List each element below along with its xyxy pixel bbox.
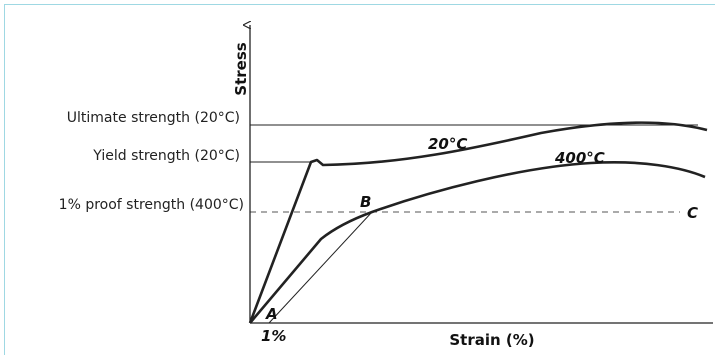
proof-strength-label: 1% proof strength (400°C) [59, 197, 244, 213]
point-a-label: A [265, 305, 278, 323]
x-axis-title: Strain (%) [449, 331, 534, 349]
diagram-canvas: Stress Strain (%) Ultimate strength (20°… [5, 5, 716, 356]
point-b-label: B [360, 193, 371, 211]
offset-1-percent-label: 1% [261, 327, 286, 345]
curve-20c-label: 20°C [428, 135, 467, 153]
curve-400c-label: 400°C [554, 149, 605, 167]
curve-400c [249, 161, 706, 324]
y-axis-title: Stress [232, 42, 250, 95]
yield-strength-label: Yield strength (20°C) [92, 148, 240, 164]
curve-20c [248, 121, 708, 324]
ultimate-strength-label: Ultimate strength (20°C) [67, 110, 240, 126]
stress-strain-diagram: Stress Strain (%) Ultimate strength (20°… [59, 5, 713, 349]
diagram-frame: Stress Strain (%) Ultimate strength (20°… [4, 4, 716, 356]
offset-line [268, 211, 373, 324]
point-c-label: C [687, 204, 698, 222]
